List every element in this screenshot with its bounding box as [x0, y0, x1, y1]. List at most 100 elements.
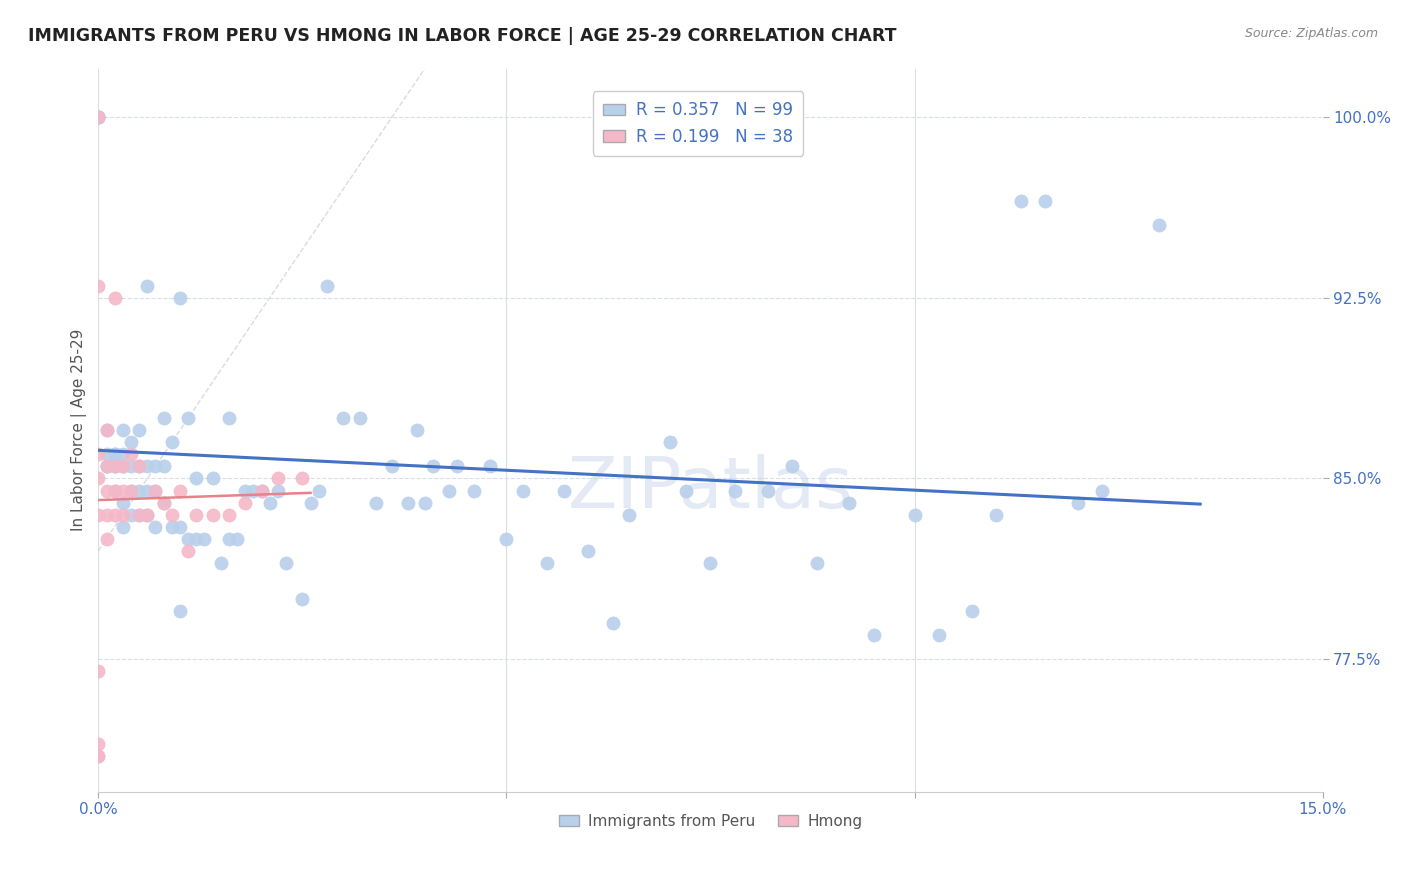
- Point: [104, 447, 127, 461]
- Point: [1149, 219, 1171, 233]
- Point: [381, 459, 404, 474]
- Point: [398, 495, 420, 509]
- Point: [928, 628, 950, 642]
- Point: [96, 459, 118, 474]
- Point: [250, 483, 273, 498]
- Point: [160, 435, 183, 450]
- Point: [136, 508, 159, 522]
- Point: [111, 483, 134, 498]
- Point: [128, 459, 150, 474]
- Point: [96, 423, 118, 437]
- Point: [209, 556, 232, 570]
- Point: [87, 110, 110, 124]
- Point: [128, 508, 150, 522]
- Point: [259, 495, 281, 509]
- Point: [96, 459, 118, 474]
- Point: [699, 556, 721, 570]
- Point: [274, 556, 297, 570]
- Point: [111, 519, 134, 533]
- Point: [120, 483, 142, 498]
- Point: [128, 508, 150, 522]
- Point: [120, 508, 142, 522]
- Point: [87, 508, 110, 522]
- Point: [658, 435, 681, 450]
- Point: [250, 483, 273, 498]
- Point: [169, 604, 191, 618]
- Point: [218, 508, 240, 522]
- Point: [104, 483, 127, 498]
- Point: [87, 110, 110, 124]
- Point: [177, 544, 200, 558]
- Point: [413, 495, 436, 509]
- Point: [780, 459, 803, 474]
- Point: [145, 483, 167, 498]
- Point: [903, 508, 925, 522]
- Point: [349, 411, 371, 425]
- Point: [233, 483, 256, 498]
- Point: [152, 495, 174, 509]
- Point: [87, 110, 110, 124]
- Point: [446, 459, 468, 474]
- Point: [128, 423, 150, 437]
- Text: ZIPatlas: ZIPatlas: [568, 454, 853, 523]
- Point: [1091, 483, 1114, 498]
- Point: [136, 278, 159, 293]
- Point: [87, 748, 110, 763]
- Point: [186, 471, 208, 485]
- Point: [87, 110, 110, 124]
- Point: [984, 508, 1007, 522]
- Point: [602, 616, 624, 631]
- Point: [145, 483, 167, 498]
- Point: [96, 423, 118, 437]
- Point: [1010, 194, 1032, 209]
- Point: [1033, 194, 1056, 209]
- Point: [242, 483, 264, 498]
- Point: [96, 532, 118, 546]
- Point: [87, 110, 110, 124]
- Point: [724, 483, 747, 498]
- Point: [104, 447, 127, 461]
- Point: [479, 459, 502, 474]
- Point: [87, 110, 110, 124]
- Point: [193, 532, 215, 546]
- Point: [104, 459, 127, 474]
- Point: [169, 519, 191, 533]
- Point: [104, 459, 127, 474]
- Y-axis label: In Labor Force | Age 25-29: In Labor Force | Age 25-29: [72, 329, 87, 532]
- Point: [201, 471, 224, 485]
- Point: [111, 459, 134, 474]
- Point: [160, 519, 183, 533]
- Point: [177, 411, 200, 425]
- Point: [96, 447, 118, 461]
- Point: [120, 483, 142, 498]
- Point: [169, 483, 191, 498]
- Point: [96, 459, 118, 474]
- Point: [120, 435, 142, 450]
- Point: [675, 483, 697, 498]
- Point: [233, 495, 256, 509]
- Point: [332, 411, 354, 425]
- Point: [87, 665, 110, 679]
- Point: [96, 508, 118, 522]
- Text: IMMIGRANTS FROM PERU VS HMONG IN LABOR FORCE | AGE 25-29 CORRELATION CHART: IMMIGRANTS FROM PERU VS HMONG IN LABOR F…: [28, 27, 897, 45]
- Text: Source: ZipAtlas.com: Source: ZipAtlas.com: [1244, 27, 1378, 40]
- Point: [463, 483, 485, 498]
- Point: [120, 459, 142, 474]
- Point: [838, 495, 860, 509]
- Point: [87, 471, 110, 485]
- Point: [617, 508, 640, 522]
- Point: [439, 483, 461, 498]
- Point: [120, 447, 142, 461]
- Point: [104, 483, 127, 498]
- Point: [553, 483, 575, 498]
- Point: [267, 483, 290, 498]
- Point: [267, 471, 290, 485]
- Point: [405, 423, 427, 437]
- Point: [111, 447, 134, 461]
- Point: [226, 532, 249, 546]
- Point: [299, 495, 322, 509]
- Point: [111, 495, 134, 509]
- Point: [862, 628, 884, 642]
- Point: [128, 459, 150, 474]
- Point: [87, 278, 110, 293]
